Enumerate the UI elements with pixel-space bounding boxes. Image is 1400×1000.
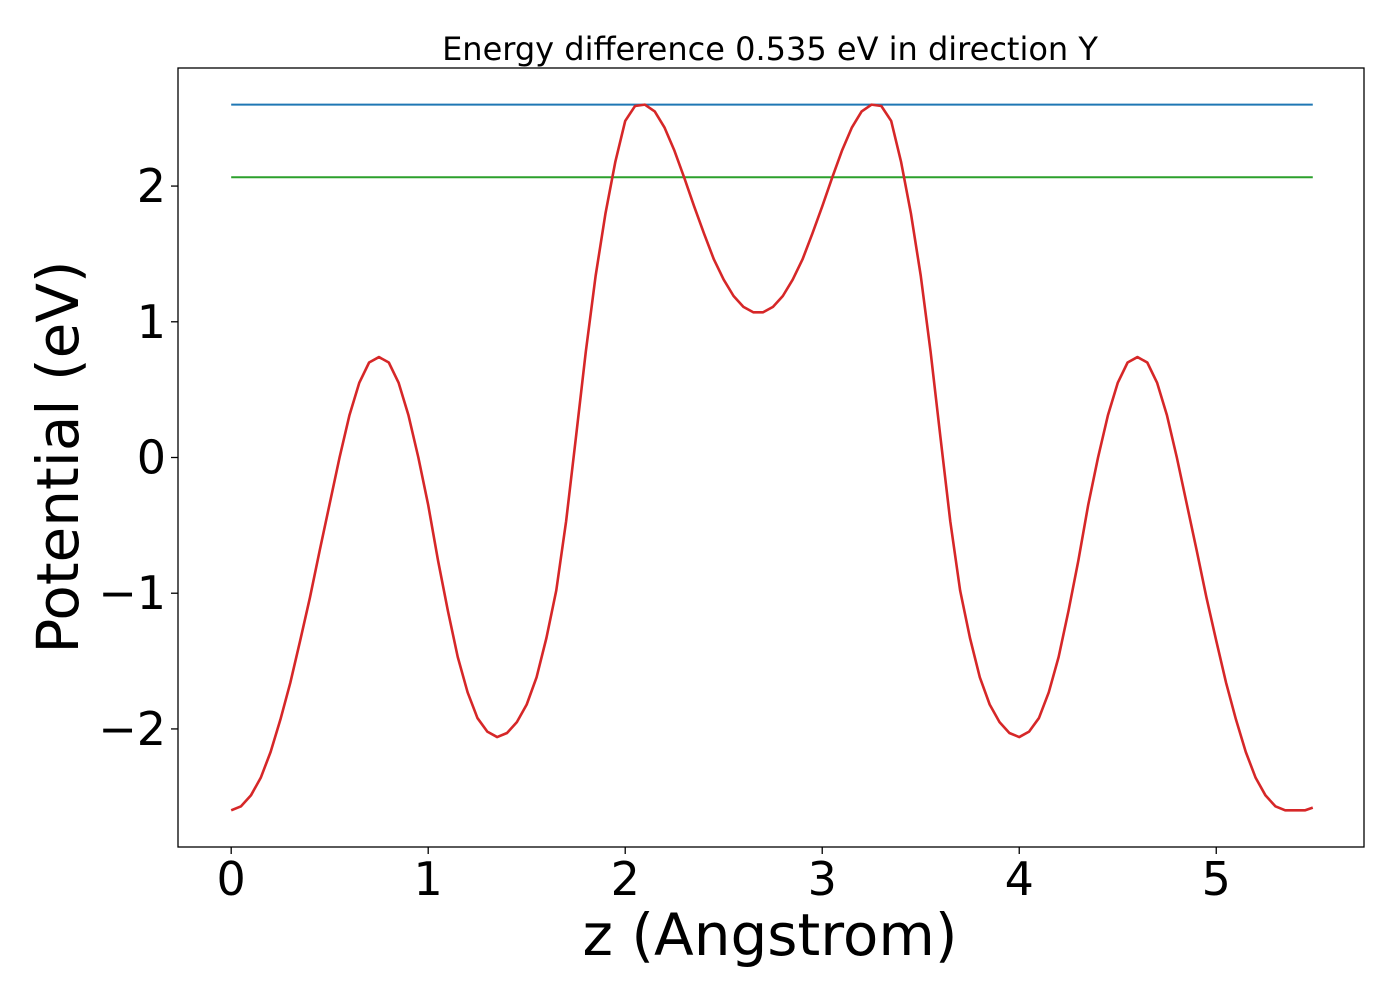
plot-area <box>230 103 1314 812</box>
axes-frame <box>177 67 1365 848</box>
axis-ticks: 0 1 2 3 4 5 −2 −1 0 1 2 <box>98 159 1231 906</box>
series-line-potential <box>230 103 1314 812</box>
y-tick-label: 0 <box>137 431 166 485</box>
x-tick-label: 5 <box>1202 852 1231 906</box>
x-tick-label: 3 <box>808 852 837 906</box>
y-tick-label: −2 <box>98 702 166 756</box>
x-tick-label: 1 <box>414 852 443 906</box>
y-tick-label: 1 <box>137 295 166 349</box>
y-tick-label: 2 <box>137 159 166 213</box>
x-tick-label: 0 <box>217 852 246 906</box>
y-axis-label: Potential (eV) <box>24 260 92 653</box>
x-axis-label: z (Angstrom) <box>583 901 958 969</box>
y-tick-label: −1 <box>98 566 166 620</box>
chart-title: Energy difference 0.535 eV in direction … <box>442 30 1098 68</box>
x-tick-label: 4 <box>1005 852 1034 906</box>
x-tick-label: 2 <box>611 852 640 906</box>
